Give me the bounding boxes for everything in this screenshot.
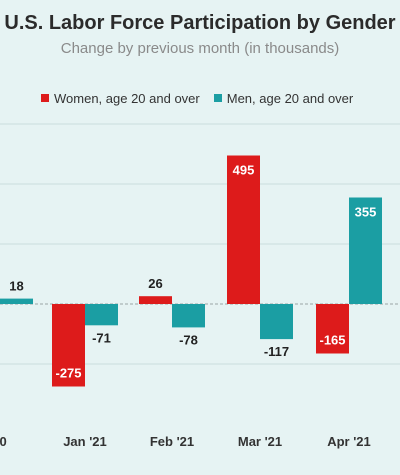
x-tick-label: Jan '21: [63, 434, 107, 449]
bar-women: [316, 304, 349, 354]
chart-subtitle: Change by previous month (in thousands): [60, 40, 340, 57]
bar-men: [260, 304, 293, 340]
chart-legend: Women, age 20 and over Men, age 20 and o…: [41, 90, 367, 106]
legend-item-women: Women, age 20 and over: [41, 91, 200, 106]
bar-men: [0, 298, 33, 304]
bar-women: [52, 304, 85, 387]
legend-item-men: Men, age 20 and over: [213, 90, 354, 106]
data-label: 495: [233, 163, 255, 178]
legend-swatch-men: [213, 94, 222, 102]
x-tick-label: '20: [0, 434, 7, 449]
bar-men: [349, 197, 382, 304]
chart-title: U.S. Labor Force Participation by Gender: [4, 12, 396, 34]
data-label: -78: [179, 332, 198, 347]
data-label: 26: [148, 276, 162, 291]
bar-men: [85, 304, 118, 326]
legend-swatch-women: [41, 94, 49, 102]
legend-label-men: Men, age 20 and over: [226, 90, 354, 106]
bar-women: [227, 155, 260, 304]
data-label: -71: [92, 330, 111, 345]
data-label: -165: [319, 333, 345, 348]
bar-men: [172, 304, 205, 328]
data-label: 18: [9, 279, 23, 294]
data-label: -117: [264, 344, 289, 359]
x-tick-label: Mar '21: [238, 434, 282, 449]
x-tick-label: Apr '21: [327, 434, 371, 449]
data-label: -275: [55, 366, 81, 381]
data-label: 355: [355, 205, 377, 220]
x-tick-label: Feb '21: [150, 434, 194, 449]
bar-women: [139, 296, 172, 304]
legend-label-women: Women, age 20 and over: [54, 90, 200, 106]
